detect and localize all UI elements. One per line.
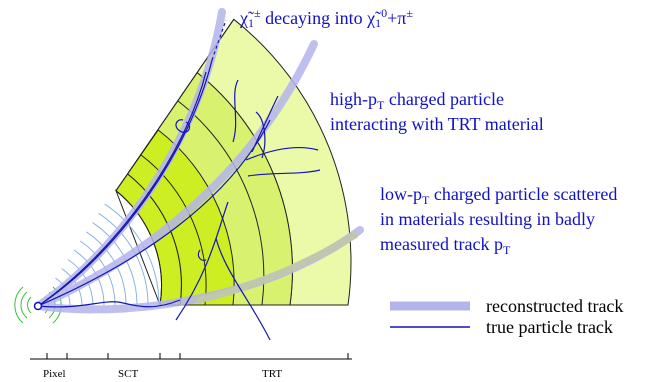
scatter-track [196,231,359,304]
reco-track-high-pt [34,40,318,310]
axis-label-pixel: Pixel [43,368,66,380]
delta-curl-6 [255,111,266,159]
delta-curl-9 [197,249,207,261]
high-pt-label-line1: high-pT charged particle [330,89,504,112]
low-pt-label-line1: low-pT charged particle scattered [380,184,617,207]
chargino-label: χ̃1± decaying into χ̃10+π± [239,6,413,30]
true-tracks [37,19,321,341]
true-track-high-pt [37,119,271,307]
sct-arc-outer [140,154,207,306]
legend-true-label: true particle track [486,317,613,337]
true-track-decay [211,19,227,61]
delta-curl-1 [175,119,191,133]
true-track-chargino [37,59,213,307]
delta-curl-8 [215,237,271,341]
true-track-chargino-2 [37,71,207,307]
trt-mid-arc [177,100,265,306]
axis-label-trt: TRT [262,368,282,380]
delta-curl-3 [245,147,319,161]
legend: reconstructed track true particle track [390,296,623,337]
delta-curl-5 [247,169,321,177]
true-track-low-pt [37,299,181,308]
legend-reco-label: reconstructed track [486,296,623,316]
radius-axis [30,353,352,360]
axis-label-sct: SCT [118,368,138,380]
interaction-point [33,301,43,311]
high-pt-label-line2: interacting with TRT material [330,114,544,134]
delta-curl-2 [232,79,239,143]
sct-band-3 [114,189,163,307]
delta-curl-7 [175,201,229,321]
low-pt-label-line3: measured track pT [380,234,511,257]
delta-curl-4 [251,95,279,153]
low-pt-label-line2: in materials resulting in badly [380,209,595,229]
